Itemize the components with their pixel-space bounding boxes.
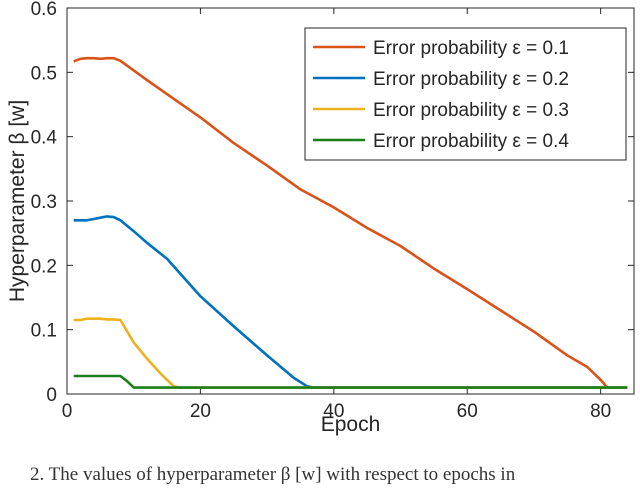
x-tick-label: 80 [590,401,611,422]
legend-label: Error probability ε = 0.2 [373,69,569,90]
series-line [73,56,609,389]
legend: Error probability ε = 0.1 Error probabili… [304,27,627,161]
y-tick-label: 0.5 [31,63,57,84]
y-tick-label: 0.3 [31,192,57,213]
x-tick-label: 0 [62,401,73,422]
y-tick-label: 0.2 [31,256,57,277]
y-axis-label: Hyperparameter β [w] [6,100,29,302]
legend-box [304,27,627,161]
legend-label: Error probability ε = 0.1 [373,38,569,59]
series-line [73,374,628,389]
figure-caption: 2. The values of hyperparameter β [w] wi… [30,464,516,485]
legend-label: Error probability ε = 0.4 [373,131,569,152]
line-chart: 0 20 40 60 80 0 0.1 0.2 0.3 0.4 0.5 0.6 Epoch Hyper… [6,0,635,436]
series-lines [73,56,628,389]
y-tick-label: 0 [46,385,57,406]
x-tick-label: 40 [323,401,344,422]
legend-label: Error probability ε = 0.3 [373,100,569,121]
series-line [73,317,628,389]
axis-ticks: 0 20 40 60 80 0 0.1 0.2 0.3 0.4 0.5 0.6 [31,0,634,422]
y-tick-label: 0.1 [31,321,57,342]
y-tick-label: 0.4 [31,128,58,149]
y-tick-label: 0.6 [31,0,57,20]
x-tick-label: 20 [190,401,211,422]
x-axis-label: Epoch [321,413,381,436]
series-line [73,215,628,389]
x-tick-label: 60 [457,401,478,422]
